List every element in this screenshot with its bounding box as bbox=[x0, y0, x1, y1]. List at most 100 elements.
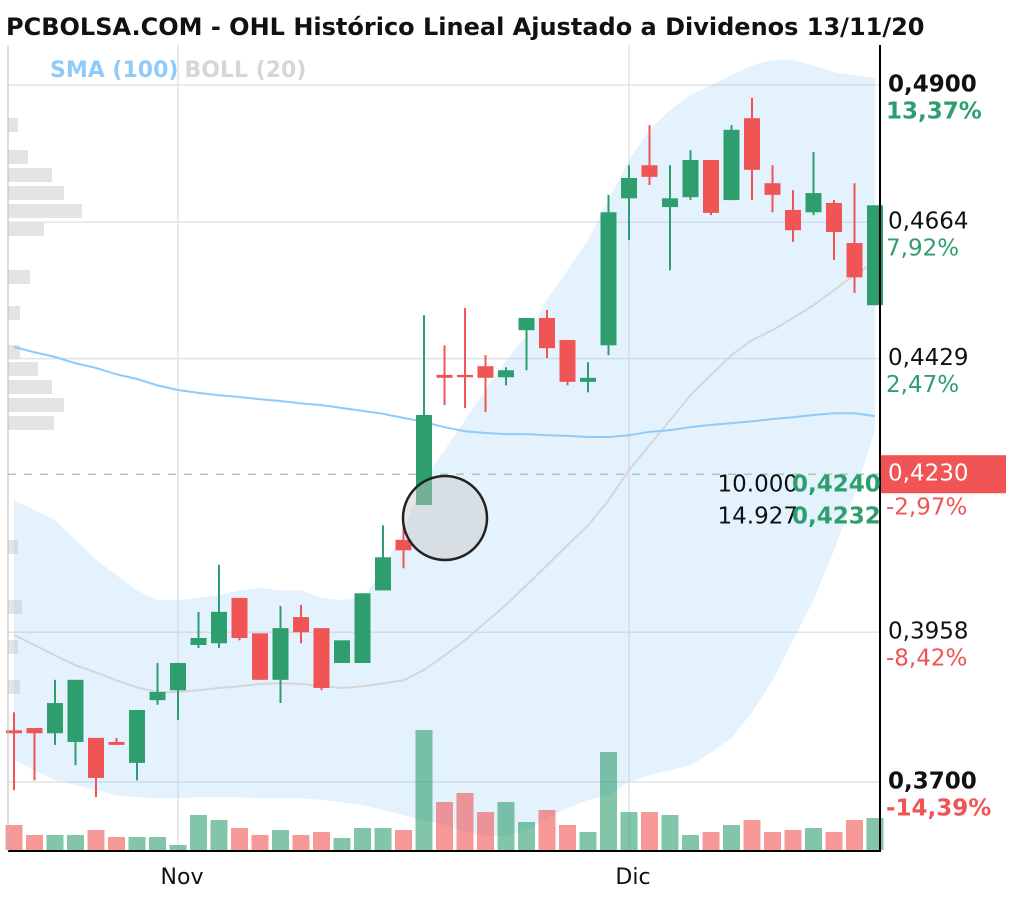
volume-bar bbox=[333, 838, 351, 850]
order-price: 0,4232 bbox=[792, 504, 881, 530]
candle-body bbox=[129, 710, 145, 763]
candle-body bbox=[744, 118, 760, 170]
volume-bar bbox=[415, 730, 433, 850]
volume-bar bbox=[518, 822, 535, 850]
volume-bar bbox=[231, 828, 248, 850]
volume-bar bbox=[272, 830, 289, 850]
volume-bar bbox=[743, 820, 761, 850]
volume-bar bbox=[46, 835, 64, 850]
bollinger-band bbox=[14, 60, 875, 837]
y-tick-label: 0,3958 bbox=[888, 619, 968, 645]
volume-bar bbox=[354, 828, 371, 850]
last-price-label: 0,4230 bbox=[888, 461, 968, 487]
volume-bar bbox=[374, 828, 392, 850]
volume-bar bbox=[600, 752, 617, 850]
volume-bar bbox=[579, 832, 597, 850]
order-size: 10.000 bbox=[718, 472, 798, 498]
candle-body bbox=[395, 539, 412, 551]
y-tick-label: 0,4664 bbox=[888, 209, 968, 235]
order-size: 14.927 bbox=[718, 504, 798, 530]
candle-body bbox=[416, 414, 432, 505]
candle-body bbox=[723, 129, 740, 201]
plot bbox=[5, 45, 884, 850]
candle-body bbox=[170, 662, 186, 691]
y-tick-label: 0,3700 bbox=[888, 769, 977, 795]
x-tick-label: Dic bbox=[615, 865, 650, 890]
volume-bar bbox=[702, 832, 720, 850]
candle-body bbox=[457, 374, 473, 378]
candle-body bbox=[252, 633, 268, 680]
volume-bar bbox=[87, 830, 105, 850]
candle-body bbox=[580, 377, 596, 382]
candle-body bbox=[6, 730, 22, 734]
candle-body bbox=[354, 593, 371, 663]
candle-body bbox=[805, 193, 822, 213]
y-tick-change: -14,39% bbox=[886, 796, 991, 822]
volume-bar bbox=[661, 815, 679, 850]
volume-bar bbox=[108, 837, 125, 850]
volume-bar bbox=[292, 835, 310, 850]
candle-body bbox=[88, 737, 104, 778]
candle-body bbox=[518, 317, 535, 331]
candle-body bbox=[785, 209, 801, 231]
last-price-box bbox=[881, 455, 1006, 494]
candle-body bbox=[47, 703, 63, 734]
candle-body bbox=[600, 212, 617, 346]
volume-profile bbox=[8, 118, 82, 694]
volume-bar bbox=[825, 832, 843, 850]
volume-bar bbox=[477, 812, 494, 850]
candle-body bbox=[108, 741, 125, 745]
candle-body bbox=[190, 638, 207, 645]
volume-bar bbox=[313, 832, 330, 850]
y-tick-label: 0,4429 bbox=[888, 345, 968, 371]
candle-body bbox=[846, 243, 863, 278]
candle-body bbox=[826, 202, 842, 233]
candle-body bbox=[26, 728, 43, 734]
last-change-label: -2,97% bbox=[886, 495, 967, 521]
candle-body bbox=[231, 597, 248, 639]
volume-bar bbox=[67, 835, 84, 850]
candle-body bbox=[293, 617, 309, 633]
volume-bar bbox=[497, 802, 515, 850]
y-tick-change: 13,37% bbox=[886, 99, 982, 125]
candle-body bbox=[621, 178, 637, 199]
y-tick-change: 7,92% bbox=[886, 236, 959, 262]
volume-bar bbox=[723, 825, 740, 850]
candle-body bbox=[211, 611, 227, 644]
volume-bar bbox=[190, 815, 207, 850]
volume-bar bbox=[210, 820, 228, 850]
candle-body bbox=[272, 628, 289, 680]
volume-bar bbox=[149, 837, 166, 850]
candle-body bbox=[334, 640, 350, 663]
order-price: 0,4240 bbox=[792, 472, 881, 498]
volume-bar bbox=[620, 812, 638, 850]
volume-bar bbox=[251, 835, 269, 850]
volume-bar bbox=[538, 810, 556, 850]
candle-body bbox=[559, 340, 576, 382]
volume-bar bbox=[169, 845, 187, 850]
y-tick-change: 2,47% bbox=[886, 372, 959, 398]
candle-body bbox=[764, 183, 781, 195]
candle-body bbox=[662, 198, 678, 208]
cursor bbox=[401, 474, 489, 562]
volume-bar bbox=[764, 832, 781, 850]
volume-bar bbox=[5, 825, 23, 850]
candle-body bbox=[313, 628, 330, 688]
volume-bar bbox=[805, 828, 822, 850]
candle-body bbox=[436, 374, 453, 378]
candle-body bbox=[498, 370, 514, 378]
volume-bar bbox=[641, 812, 658, 850]
sma-line bbox=[13, 346, 876, 439]
candle-body bbox=[149, 692, 166, 701]
candle-body bbox=[477, 366, 494, 378]
volume-bar bbox=[26, 835, 43, 850]
legend-entry: BOLL (20) bbox=[184, 58, 306, 83]
y-tick-label: 0,4900 bbox=[888, 72, 977, 98]
volume-bar bbox=[395, 830, 412, 850]
y-tick-change: -8,42% bbox=[886, 646, 967, 672]
x-tick-label: Nov bbox=[161, 865, 204, 890]
volume-bar bbox=[456, 793, 474, 850]
